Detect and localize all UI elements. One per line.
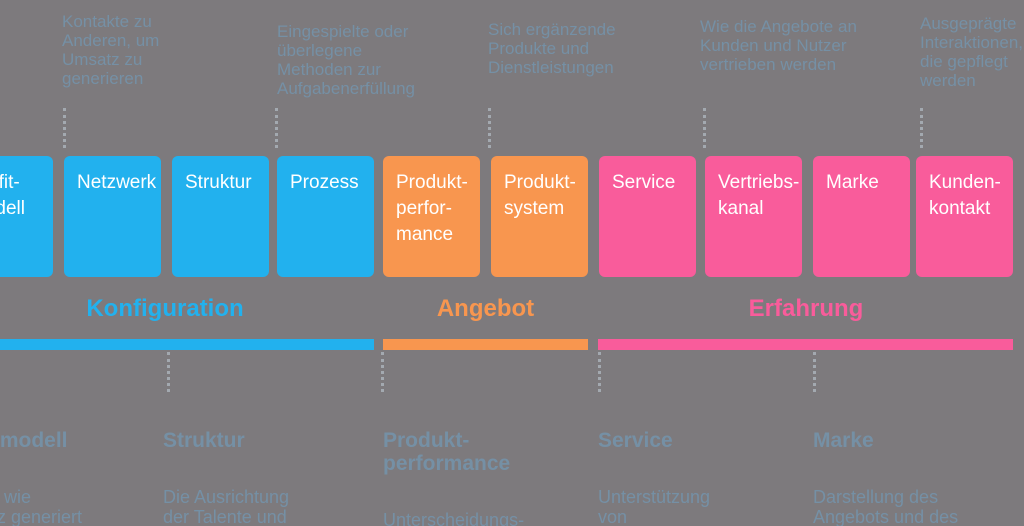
- top-annotation-netzwerk: Kontakte zu Anderen, um Umsatz zu generi…: [62, 12, 160, 88]
- dotted-connector-netzwerk: [63, 108, 66, 148]
- bottom-annotation-text: Die Ausrichtung der Talente und Vermögen…: [163, 487, 290, 526]
- bottom-annotation-struktur: Struktur Die Ausrichtung der Talente und…: [163, 411, 338, 526]
- bottom-annotation-marke: Marke Darstellung des Angebots und des U…: [813, 411, 988, 526]
- box-vertriebs-kanal: Vertriebs- kanal: [705, 156, 802, 277]
- group-bar-konfiguration: [0, 339, 374, 350]
- bottom-annotation-profitmodell: Profitmodell Die Art wie Umsatz generier…: [0, 411, 120, 526]
- bottom-annotation-title: Struktur: [163, 429, 245, 452]
- bottom-annotation-text: Unterstützung von Verbesserungen rund um…: [598, 487, 711, 526]
- group-label-erfahrung: Erfahrung: [748, 295, 864, 322]
- box-marke: Marke: [813, 156, 910, 277]
- box-struktur: Struktur: [172, 156, 269, 277]
- dotted-connector-kunden-kontakt: [920, 108, 923, 148]
- dotted-connector-vertriebs-kanal: [703, 108, 706, 148]
- bottom-annotation-text: Darstellung des Angebots und des Unterne…: [813, 487, 959, 526]
- bottom-annotation-text: Unterscheidungs- merkmale und Funktional…: [383, 510, 525, 526]
- dotted-connector-struktur: [167, 352, 170, 392]
- box-produkt-system: Produkt- system: [491, 156, 588, 277]
- bottom-annotation-title: Marke: [813, 429, 874, 452]
- box-netzwerk: Netzwerk: [64, 156, 161, 277]
- top-annotation-kunden-kontakt: Ausgeprägte Interaktionen, die gepflegt …: [920, 14, 1024, 90]
- top-annotation-produkt-system: Sich ergänzende Produkte und Dienstleist…: [488, 20, 616, 77]
- group-label-angebot: Angebot: [436, 295, 535, 322]
- top-annotation-vertriebs-kanal: Wie die Angebote an Kunden und Nutzer ve…: [700, 17, 857, 74]
- dotted-connector-service: [598, 352, 601, 392]
- box-profitmodell: Profit- modell: [0, 156, 53, 277]
- bottom-annotation-text: Die Art wie Umsatz generiert wird: [0, 487, 83, 526]
- bottom-annotation-produkt-performance: Produkt- performance Unterscheidungs- me…: [383, 411, 558, 526]
- bottom-annotation-title: Produkt- performance: [383, 429, 511, 475]
- group-label-konfiguration: Konfiguration: [86, 295, 244, 322]
- top-annotation-prozess: Eingespielte oder überlegene Methoden zu…: [277, 22, 416, 98]
- box-prozess: Prozess: [277, 156, 374, 277]
- group-bar-angebot: [383, 339, 588, 350]
- box-service: Service: [599, 156, 696, 277]
- bottom-annotation-title: Profitmodell: [0, 429, 68, 452]
- group-bar-erfahrung: [598, 339, 1013, 350]
- dotted-connector-prozess: [275, 108, 278, 148]
- bottom-annotation-title: Service: [598, 429, 673, 452]
- box-produkt-performance: Produkt- perfor- mance: [383, 156, 480, 277]
- dotted-connector-marke: [813, 352, 816, 392]
- bottom-annotation-service: Service Unterstützung von Verbesserungen…: [598, 411, 773, 526]
- dotted-connector-produkt-performance: [381, 352, 384, 392]
- dotted-connector-produkt-system: [488, 108, 491, 148]
- box-kunden-kontakt: Kunden- kontakt: [916, 156, 1013, 277]
